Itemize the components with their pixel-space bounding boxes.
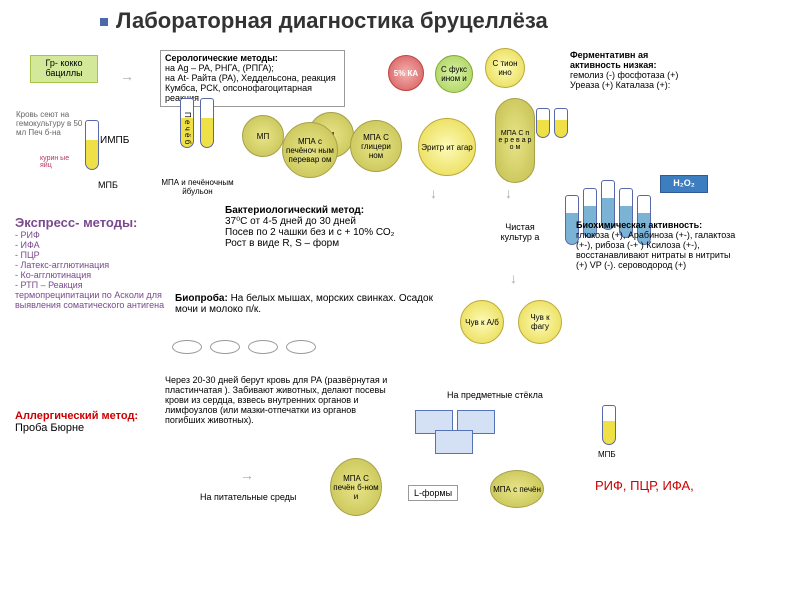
h2o2-box: H₂O₂ xyxy=(660,175,708,193)
oval3 xyxy=(248,340,278,354)
circle-mpa-pechov: МПА с печёноч ным перевар ом xyxy=(282,122,338,178)
eggs-label: курин ые яйц xyxy=(40,155,80,169)
gr-kokko-box: Гр- кокко бациллы xyxy=(30,55,98,83)
mpb-label: МПБ xyxy=(98,180,118,190)
mpb-vert-label: МПБ xyxy=(598,450,616,459)
rect3 xyxy=(435,430,473,454)
pitat-label: На питательные среды xyxy=(200,492,350,502)
fermen-body: гемолиз (-) фосфотаза (+) Уреаза (+) Кат… xyxy=(570,70,678,90)
circle-fuks: С фукс ином и xyxy=(435,55,473,93)
bio-title: Биопроба: xyxy=(175,293,228,304)
bioproba-box: Биопроба: На белых мышах, морских свинка… xyxy=(175,293,445,315)
circle-mpa-sp: МПА С п е р е в а р о м xyxy=(495,98,535,183)
tube-3 xyxy=(200,98,214,148)
arrow-down-2: ↓ xyxy=(505,185,512,201)
circle-mpa-pechen2: МПА с печён xyxy=(490,470,544,508)
krov-label: Кровь сеют на гемокультуру в 50 мл Печ б… xyxy=(16,110,86,137)
oval4 xyxy=(286,340,316,354)
imb-label: ИМПБ xyxy=(100,135,129,146)
mpa-pech-bulion: МПА и печёночным йбульон xyxy=(155,178,240,196)
allerg-body: Проба Бюрне xyxy=(15,422,84,434)
page-title: Лабораторная диагностика бруцеллёза xyxy=(100,8,548,34)
tube-r2 xyxy=(554,108,568,138)
sero-title: Серологические методы: xyxy=(165,53,278,63)
lformy-box: L-формы xyxy=(408,485,458,501)
express-title: Экспресс- методы: xyxy=(15,215,137,230)
tube-imb xyxy=(85,120,99,170)
express-body: - РИФ - ИФА - ПЦР - Латекс-агглютинация … xyxy=(15,230,164,310)
predmet-label: На предметные стёкла xyxy=(447,390,587,400)
circle-tion: С тион ино xyxy=(485,48,525,88)
circle-mp: МП xyxy=(242,115,284,157)
bact-title: Бактериологический метод: xyxy=(225,205,364,216)
circle-5ka: 5% КА xyxy=(388,55,424,91)
chist-label: Чистая культур а xyxy=(490,222,550,242)
biochem-title: Биохимическая активность: xyxy=(576,220,702,230)
oval2 xyxy=(210,340,240,354)
sero-body: на Ag – РА, РНГА, (РПГА); на At- Райта (… xyxy=(165,63,336,103)
tube-mpb-r xyxy=(602,405,616,445)
arrow-down-3: ↓ xyxy=(510,270,517,286)
circle-mpa-glic: МПА С глицери ном xyxy=(350,120,402,172)
tube-r1 xyxy=(536,108,550,138)
fermen-box: Ферментативн ая активность низкая: гемол… xyxy=(570,50,700,90)
bio-detail: Через 20-30 дней берут кровь для РА (раз… xyxy=(165,375,390,425)
bact-box: Бактериологический метод: 37⁰С от 4-5 дн… xyxy=(225,205,435,249)
fermen-title: Ферментативн ая активность низкая: xyxy=(570,50,656,70)
rif-pcr-label: РИФ, ПЦР, ИФА, xyxy=(595,478,695,493)
circle-mpa-bottom: МПА С печён б-ном и xyxy=(330,458,382,516)
biochem-box: Биохимическая активность: глюкоза (+), А… xyxy=(576,220,736,270)
allerg-title: Аллергический метод: xyxy=(15,410,138,422)
arrow-right-2: → xyxy=(240,467,254,483)
biochem-body: глюкоза (+), Арабиноза (+-), галактоза (… xyxy=(576,230,735,270)
circle-eryt: Эритр ит агар xyxy=(418,118,476,176)
circle-chuv-ab: Чув к А/б xyxy=(460,300,504,344)
arrow-right-1: → xyxy=(120,68,134,84)
oval1 xyxy=(172,340,202,354)
bact-body: 37⁰С от 4-5 дней до 30 дней Посев по 2 ч… xyxy=(225,216,395,249)
circle-chuv-fagu: Чув к фагу xyxy=(518,300,562,344)
tube-label-pech: П е ч ё б xyxy=(183,112,192,144)
allerg-box: Аллергический метод: Проба Бюрне xyxy=(15,410,165,434)
express-box: Экспресс- методы: - РИФ - ИФА - ПЦР - Ла… xyxy=(15,215,165,310)
arrow-down-1: ↓ xyxy=(430,185,437,201)
